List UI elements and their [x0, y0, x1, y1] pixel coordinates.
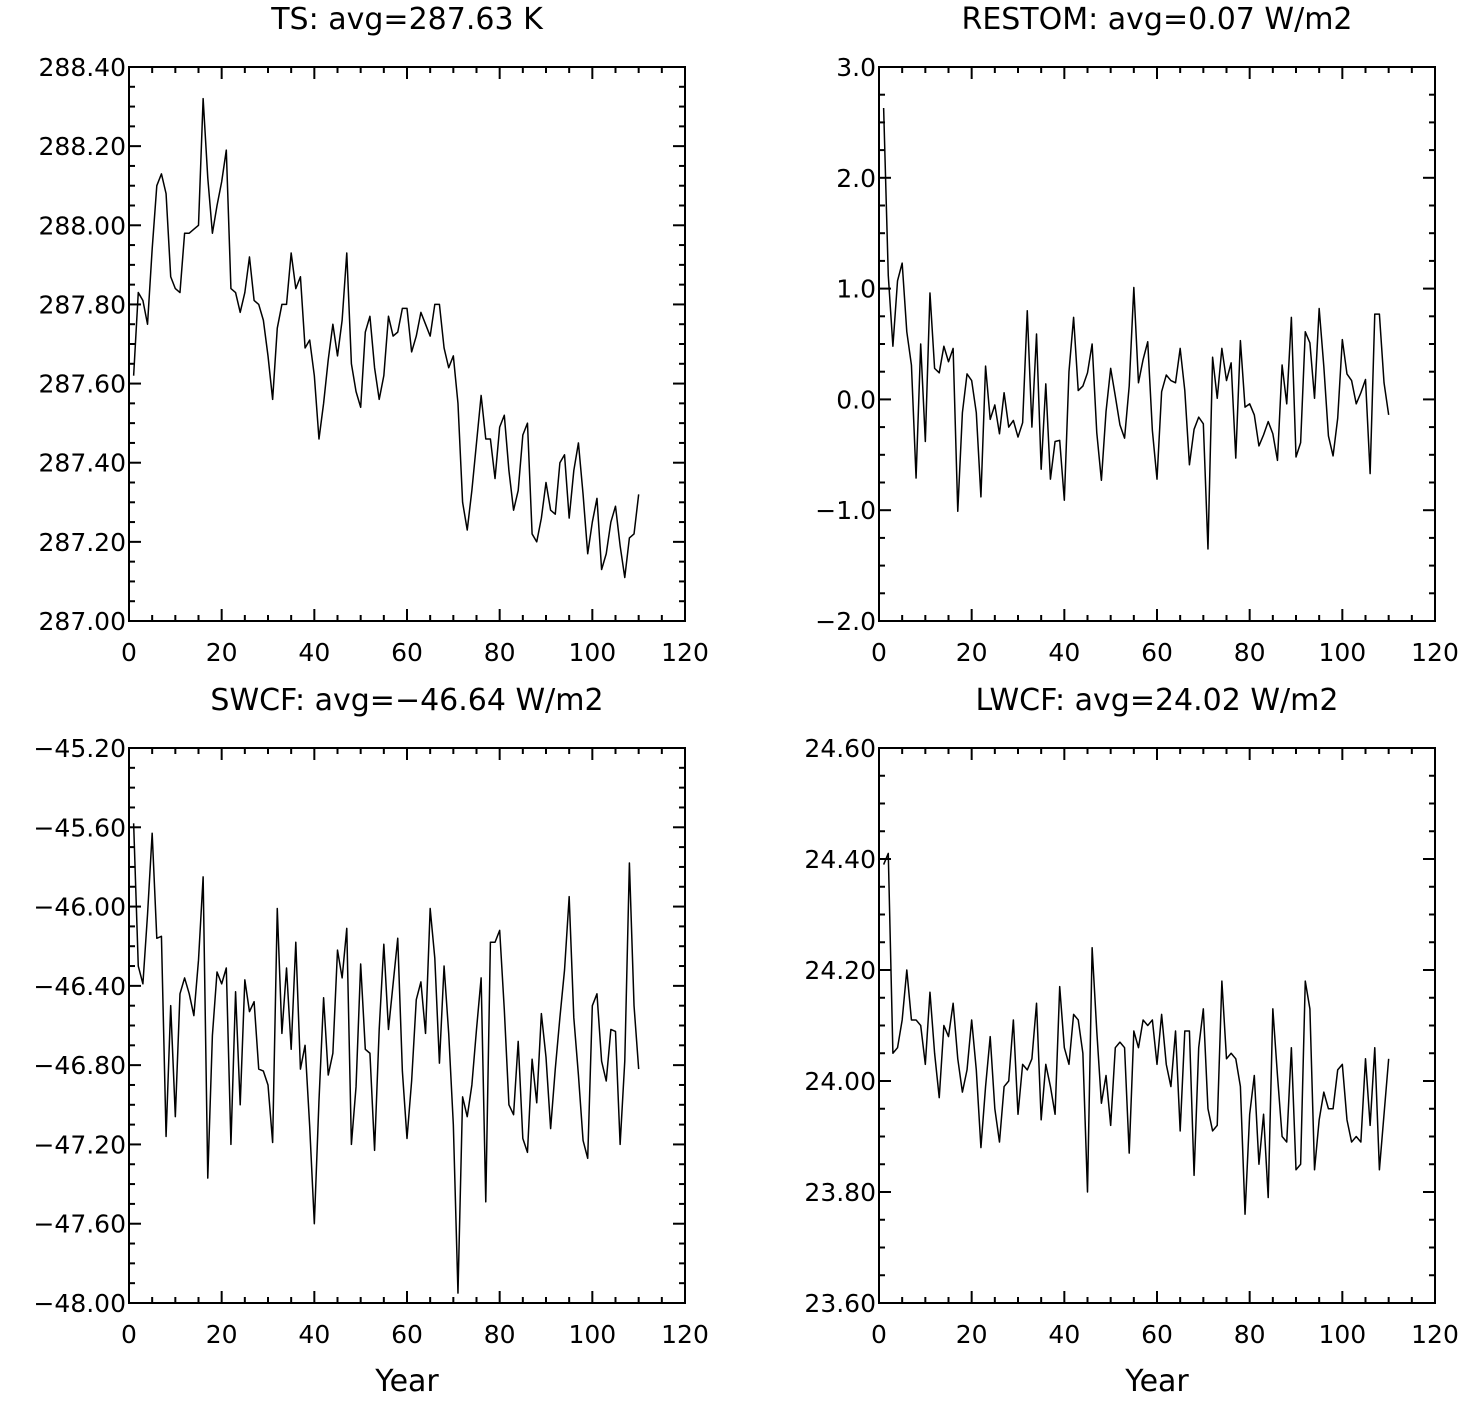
- y-tick-label: 24.20: [804, 956, 876, 985]
- panel-swcf: SWCF: avg=−46.64 W/m2 0 20 40 60 80 100 120 −48.…: [33, 683, 708, 1399]
- x-tick-label: 100: [568, 1320, 616, 1349]
- y-tick-label: 2.0: [836, 164, 876, 193]
- y-tick-label: −45.20: [33, 734, 126, 763]
- y-tick-label: −46.80: [33, 1051, 126, 1080]
- y-tick-label: −45.60: [33, 813, 126, 842]
- y-tick-label: −47.60: [33, 1210, 126, 1239]
- x-axis-label: Year: [1124, 1364, 1189, 1399]
- y-tick-label: 24.00: [804, 1067, 876, 1096]
- x-tick-label: 100: [568, 638, 616, 667]
- y-tick-label: 23.80: [804, 1178, 876, 1207]
- x-tick-label: 120: [661, 1320, 709, 1349]
- x-tick-label: 120: [1411, 1320, 1458, 1349]
- y-tick-label: −47.20: [33, 1130, 126, 1159]
- x-tick-label: 20: [956, 638, 988, 667]
- x-tick-label: 40: [298, 1320, 330, 1349]
- panel-ts: TS: avg=287.63 K 0 20 40 60 80 100 120 287.00 287…: [39, 2, 709, 667]
- series-line: [132, 97, 640, 579]
- x-tick-label: 0: [871, 1320, 887, 1349]
- y-tick-label: 0.0: [836, 385, 876, 414]
- x-tick-label: 0: [871, 638, 887, 667]
- x-tick-label: 60: [1141, 1320, 1173, 1349]
- chart-title: SWCF: avg=−46.64 W/m2: [210, 683, 603, 718]
- y-tick-label: 1.0: [836, 275, 876, 304]
- y-tick-label: 23.60: [804, 1289, 876, 1318]
- x-tick-label: 120: [661, 638, 709, 667]
- x-tick-label: 40: [1048, 1320, 1080, 1349]
- series-line: [132, 823, 640, 1294]
- y-tick-label: −46.40: [33, 972, 126, 1001]
- x-tick-label: 60: [1141, 638, 1173, 667]
- y-tick-label: 287.00: [39, 607, 126, 636]
- panel-lwcf: LWCF: avg=24.02 W/m2 0 20 40 60 80 100 120 23.60…: [804, 683, 1458, 1399]
- y-tick-label: 288.40: [39, 53, 126, 82]
- y-tick-label: −46.00: [33, 893, 126, 922]
- x-tick-label: 0: [121, 1320, 137, 1349]
- y-tick-label: 24.60: [804, 734, 876, 763]
- series-line: [882, 107, 1390, 550]
- x-tick-label: 20: [206, 1320, 238, 1349]
- chart-title: TS: avg=287.63 K: [270, 2, 544, 37]
- x-tick-label: 80: [1234, 638, 1266, 667]
- y-tick-label: 287.80: [39, 290, 126, 319]
- x-tick-label: 20: [956, 1320, 988, 1349]
- x-tick-label: 60: [391, 638, 423, 667]
- x-tick-label: 40: [298, 638, 330, 667]
- panel-restom: RESTOM: avg=0.07 W/m2 0 20 40 60 80 100 120 −2.0…: [815, 2, 1458, 667]
- y-tick-label: 3.0: [836, 53, 876, 82]
- x-tick-label: 80: [484, 638, 516, 667]
- x-tick-label: 20: [206, 638, 238, 667]
- x-axis-label: Year: [374, 1364, 439, 1399]
- x-tick-label: 0: [121, 638, 137, 667]
- y-tick-label: 288.20: [39, 132, 126, 161]
- y-tick-label: 287.60: [39, 370, 126, 399]
- x-tick-label: 120: [1411, 638, 1458, 667]
- plot-frame: [878, 747, 1436, 1304]
- x-tick-label: 100: [1318, 1320, 1366, 1349]
- y-tick-label: 288.00: [39, 211, 126, 240]
- series-line: [882, 852, 1390, 1215]
- y-tick-label: 24.40: [804, 845, 876, 874]
- plot-frame: [878, 66, 1436, 622]
- y-tick-label: −48.00: [33, 1289, 126, 1318]
- plot-frame: [128, 66, 686, 622]
- chart-title: RESTOM: avg=0.07 W/m2: [961, 2, 1352, 37]
- y-tick-label: 287.40: [39, 449, 126, 478]
- y-tick-label: −1.0: [815, 496, 876, 525]
- chart-title: LWCF: avg=24.02 W/m2: [976, 683, 1339, 718]
- x-tick-label: 80: [484, 1320, 516, 1349]
- x-tick-label: 80: [1234, 1320, 1266, 1349]
- x-tick-label: 60: [391, 1320, 423, 1349]
- x-tick-label: 40: [1048, 638, 1080, 667]
- x-tick-label: 100: [1318, 638, 1366, 667]
- y-tick-label: 287.20: [39, 528, 126, 557]
- y-tick-label: −2.0: [815, 607, 876, 636]
